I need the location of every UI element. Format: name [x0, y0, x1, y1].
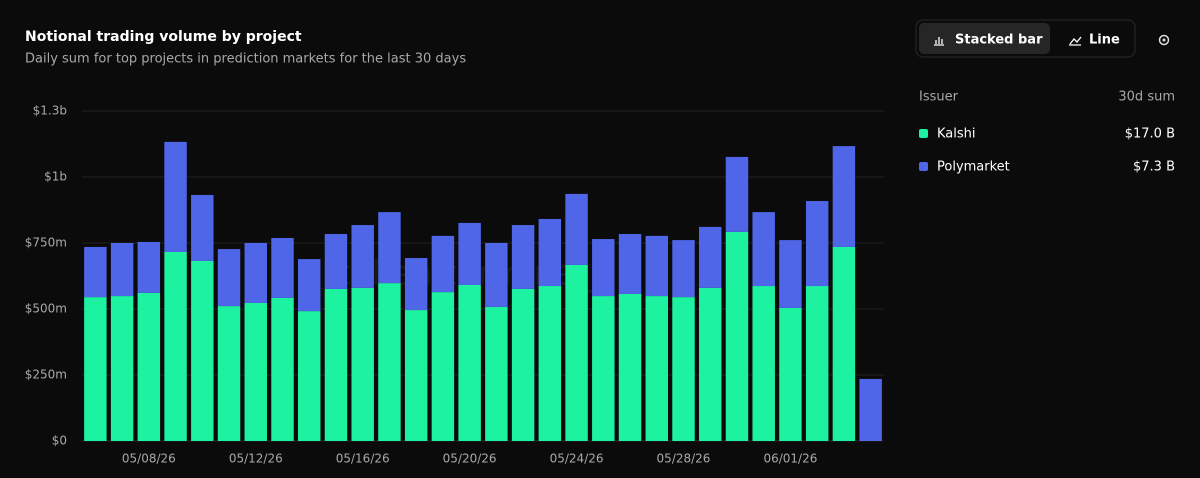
bar-segment — [699, 287, 722, 441]
bar-segment — [538, 218, 562, 287]
bar-segment — [244, 243, 267, 303]
bar-segment — [164, 141, 187, 252]
y-tick-label: $0 — [52, 434, 67, 448]
bar-segment — [324, 234, 348, 289]
x-tick-label: 05/12/26 — [229, 452, 283, 466]
bar-segment — [378, 212, 401, 284]
legend-total: $7.3 B — [1133, 160, 1175, 175]
bar-segment — [110, 296, 134, 441]
bar-segment — [84, 297, 107, 441]
bar-segment — [485, 306, 508, 441]
bar-segment — [271, 297, 294, 441]
x-tick-label: 06/01/26 — [763, 452, 817, 466]
legend-swatch — [919, 129, 928, 138]
bar-segment — [832, 246, 856, 441]
bar-segment — [217, 249, 241, 307]
bar-segment — [645, 235, 668, 297]
legend-label: Polymarket — [937, 160, 1010, 175]
bar-segment — [511, 288, 535, 441]
x-tick-label: 05/16/26 — [336, 452, 390, 466]
bar-segment — [191, 194, 214, 261]
bar-segment — [431, 235, 455, 293]
bar-segment — [618, 234, 642, 294]
bar-segment — [725, 156, 749, 232]
bar-segment — [592, 239, 615, 297]
bar-segment — [378, 283, 401, 441]
bar-segment — [164, 251, 187, 441]
bar-segment — [752, 286, 775, 441]
bar-segment — [805, 286, 829, 441]
bar-segment — [324, 288, 348, 441]
bar-segment — [672, 240, 695, 298]
settings-icon[interactable] — [1158, 34, 1170, 46]
y-tick-label: $1.3b — [33, 104, 67, 118]
bar-icon — [934, 37, 944, 46]
bar-segment — [404, 258, 428, 311]
bar-segment — [110, 243, 134, 297]
y-tick-label: $250m — [25, 368, 67, 382]
bar-segment — [779, 307, 802, 441]
bar-segment — [832, 146, 856, 247]
bar-segment — [538, 286, 562, 441]
y-tick-label: $750m — [25, 236, 67, 250]
x-tick-label: 05/24/26 — [550, 452, 604, 466]
legend-header: 30d sum — [1118, 90, 1175, 105]
x-tick-label: 05/08/26 — [122, 452, 176, 466]
bar-segment — [217, 306, 241, 441]
bar-segment — [859, 378, 882, 441]
bar-segment — [431, 292, 455, 441]
bar-segment — [351, 287, 374, 441]
legend-swatch — [919, 162, 928, 171]
bar-segment — [645, 296, 668, 441]
line-icon — [1069, 36, 1082, 46]
bar-segment — [84, 246, 107, 298]
bar-segment — [458, 222, 481, 285]
view-button-active[interactable] — [919, 23, 1050, 54]
y-tick-label: $1b — [44, 170, 67, 184]
bar-segment — [485, 243, 508, 307]
bar-segment — [351, 225, 374, 288]
bar-segment — [565, 193, 588, 265]
bar-segment — [404, 310, 428, 441]
bar-segment — [672, 297, 695, 441]
bar-segment — [779, 240, 802, 308]
bar-segment — [618, 293, 642, 441]
bar-segment — [725, 231, 749, 441]
bar-segment — [298, 259, 321, 312]
bar-segment — [137, 292, 161, 441]
chart-subtitle: Daily sum for top projects in prediction… — [25, 52, 466, 67]
legend-total: $17.0 B — [1125, 127, 1175, 142]
x-tick-label: 05/28/26 — [657, 452, 711, 466]
bar-segment — [592, 296, 615, 441]
legend-label: Kalshi — [937, 127, 976, 142]
bar-segment — [458, 284, 481, 441]
bar-segment — [752, 212, 775, 287]
bar-segment — [805, 201, 829, 287]
legend-header: Issuer — [919, 90, 959, 105]
bar-segment — [271, 237, 294, 298]
y-tick-label: $500m — [25, 302, 67, 316]
bar-segment — [191, 260, 214, 441]
chart-title: Notional trading volume by project — [25, 29, 302, 45]
bar-segment — [137, 241, 161, 293]
bar-segment — [699, 226, 722, 288]
bar-segment — [298, 311, 321, 441]
x-tick-label: 05/20/26 — [443, 452, 497, 466]
bar-segment — [511, 225, 535, 289]
bar-segment — [244, 302, 267, 441]
bar-segment — [565, 264, 588, 441]
view-button[interactable]: Stacked bar — [955, 33, 1043, 48]
view-button[interactable]: Line — [1089, 33, 1120, 48]
